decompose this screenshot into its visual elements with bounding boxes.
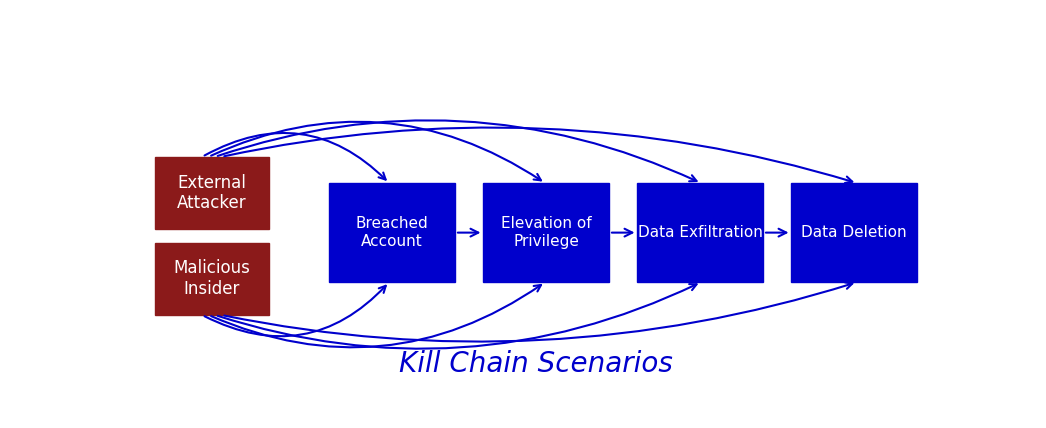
- FancyArrowPatch shape: [224, 282, 852, 342]
- Text: Breached
Account: Breached Account: [356, 217, 429, 249]
- FancyArrowPatch shape: [218, 120, 697, 181]
- FancyArrowPatch shape: [218, 284, 697, 349]
- FancyArrowPatch shape: [205, 286, 386, 336]
- Text: Data Exfiltration: Data Exfiltration: [638, 225, 763, 240]
- FancyArrowPatch shape: [205, 133, 386, 180]
- Text: Elevation of
Privilege: Elevation of Privilege: [501, 217, 592, 249]
- FancyBboxPatch shape: [155, 157, 269, 229]
- FancyBboxPatch shape: [155, 243, 269, 315]
- FancyBboxPatch shape: [792, 183, 917, 282]
- Text: External
Attacker: External Attacker: [177, 174, 247, 212]
- FancyBboxPatch shape: [637, 183, 764, 282]
- FancyArrowPatch shape: [211, 122, 541, 180]
- FancyBboxPatch shape: [329, 183, 455, 282]
- FancyBboxPatch shape: [483, 183, 609, 282]
- Text: Data Deletion: Data Deletion: [801, 225, 907, 240]
- FancyArrowPatch shape: [224, 128, 852, 183]
- FancyArrowPatch shape: [211, 285, 541, 348]
- Text: Kill Chain Scenarios: Kill Chain Scenarios: [400, 351, 673, 378]
- Text: Malicious
Insider: Malicious Insider: [174, 259, 250, 298]
